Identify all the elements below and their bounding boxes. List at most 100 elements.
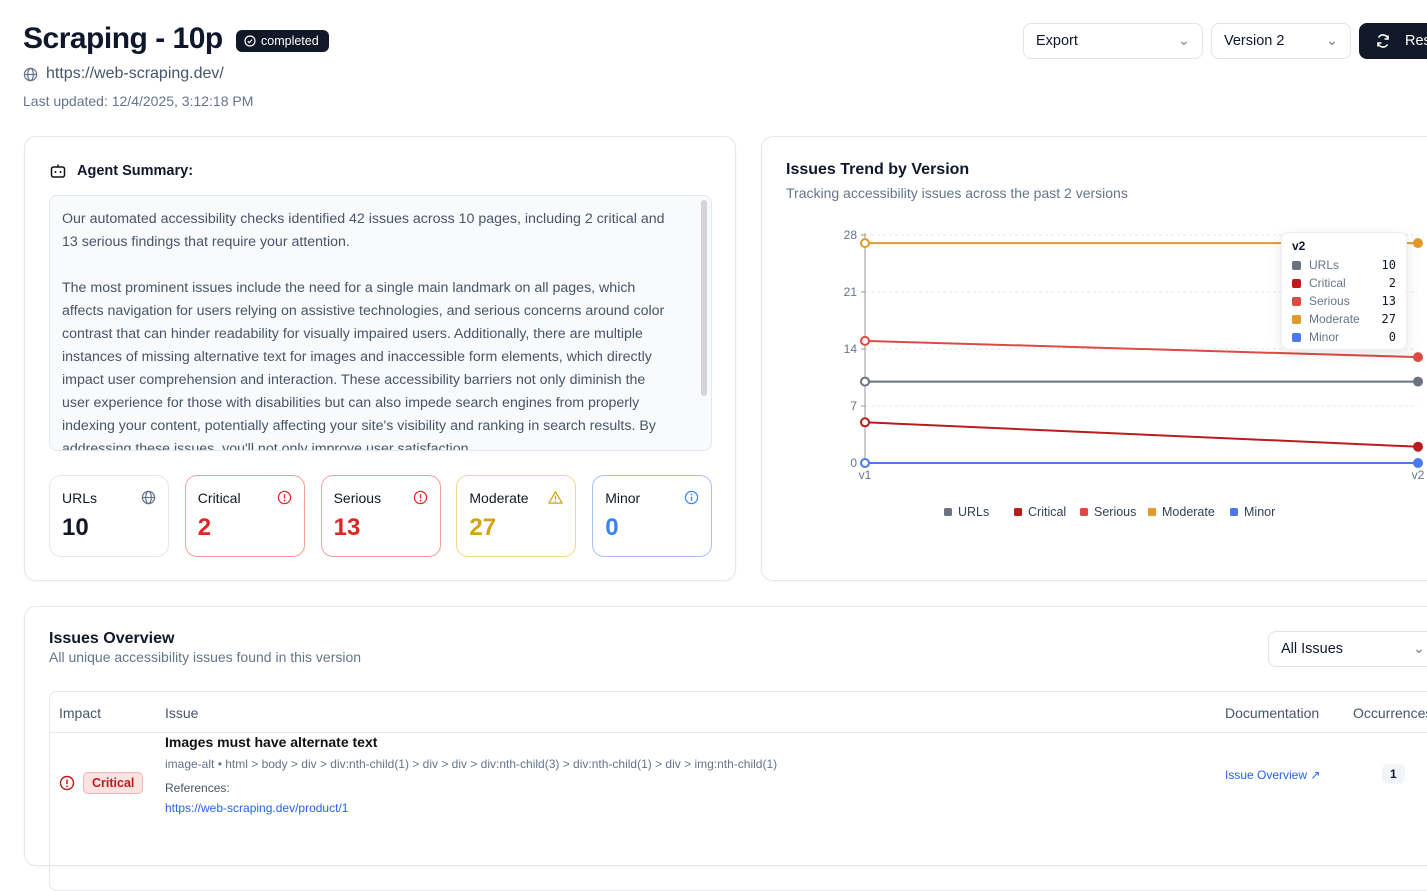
- tooltip-value: 10: [1381, 258, 1396, 272]
- external-link-icon: ↗: [1310, 768, 1321, 782]
- stat-label: Critical: [197, 490, 241, 506]
- data-point-moderate: [1413, 238, 1423, 249]
- x-tick-label: v2: [1412, 468, 1425, 482]
- bot-icon: [50, 164, 66, 178]
- tooltip-row: Minor 0: [1292, 328, 1396, 346]
- stat-card-critical: Critical 2: [184, 475, 305, 557]
- legend-swatch: [944, 508, 952, 516]
- issue-filter-select[interactable]: All Issues ⌄: [1268, 631, 1427, 667]
- chevron-down-icon: ⌄: [1177, 33, 1190, 49]
- column-issue: Issue: [165, 705, 199, 721]
- chevron-down-icon: ⌄: [1412, 641, 1425, 657]
- rescan-label: Rescan: [1405, 33, 1427, 49]
- legend-label: URLs: [958, 505, 989, 519]
- chevron-down-icon: ⌄: [1325, 33, 1338, 49]
- issues-table: Impact Issue Documentation Occurrences C…: [49, 691, 1427, 891]
- export-label: Export: [1036, 33, 1078, 49]
- table-row[interactable]: Critical Images must have alternate text…: [50, 734, 1427, 834]
- tooltip-title: v2: [1292, 239, 1306, 253]
- summary-text[interactable]: Our automated accessibility checks ident…: [49, 195, 712, 451]
- alert-circle-icon: [59, 775, 75, 791]
- reference-link[interactable]: https://web-scraping.dev/product/1: [165, 801, 349, 815]
- issues-subtitle: All unique accessibility issues found in…: [49, 649, 362, 665]
- issue-overview-link[interactable]: Issue Overview ↗: [1225, 768, 1320, 782]
- tooltip-label: Critical: [1309, 276, 1346, 290]
- export-select[interactable]: Export ⌄: [1023, 23, 1203, 59]
- alert-circle-icon: [277, 490, 292, 510]
- tooltip-value: 13: [1381, 294, 1396, 308]
- tooltip-swatch: [1292, 278, 1301, 288]
- x-tick-label: v1: [859, 468, 872, 482]
- series-line-serious: [864, 339, 1419, 359]
- y-tick-label: 21: [844, 285, 858, 299]
- occurrence-count: 1: [1382, 764, 1405, 784]
- data-point-moderate: [860, 238, 870, 249]
- scrollbar[interactable]: [701, 200, 707, 396]
- doc-link-label: Issue Overview: [1225, 768, 1308, 782]
- data-point-urls: [860, 376, 870, 387]
- issues-card: Issues Overview All unique accessibility…: [24, 606, 1427, 891]
- tooltip-value: 0: [1388, 330, 1396, 344]
- table-header: Impact Issue Documentation Occurrences: [50, 692, 1427, 733]
- issues-title: Issues Overview: [49, 630, 175, 647]
- trend-subtitle: Tracking accessibility issues across the…: [786, 185, 1128, 201]
- y-tick-label: 14: [844, 342, 858, 356]
- issue-title: Images must have alternate text: [165, 734, 378, 750]
- stat-card-serious: Serious 13: [320, 475, 441, 557]
- legend-label: Minor: [1244, 505, 1275, 519]
- tooltip-label: URLs: [1309, 258, 1340, 272]
- stat-value: 2: [197, 514, 212, 541]
- tooltip-label: Moderate: [1309, 312, 1360, 326]
- tooltip-row: Moderate 27: [1292, 310, 1396, 328]
- series-line-critical: [864, 421, 1419, 448]
- trend-card: Issues Trend by Version Tracking accessi…: [761, 136, 1427, 581]
- stat-label: Moderate: [469, 490, 529, 506]
- tooltip-swatch: [1292, 332, 1301, 342]
- check-circle-icon: [244, 35, 256, 47]
- globe-icon: [141, 490, 156, 510]
- summary-paragraph: Our automated accessibility checks ident…: [62, 211, 665, 250]
- data-point-serious: [860, 335, 870, 346]
- warning-triangle-icon: [548, 490, 564, 510]
- refresh-icon: [1377, 34, 1389, 48]
- version-label: Version 2: [1224, 33, 1285, 49]
- status-badge: completed: [236, 30, 329, 52]
- column-documentation: Documentation: [1225, 705, 1320, 721]
- issue-selector: image-alt • html > body > div > div:nth-…: [165, 757, 778, 771]
- summary-heading: Agent Summary:: [49, 162, 193, 180]
- stat-card-urls: URLs 10: [49, 475, 169, 557]
- stat-label: Serious: [333, 490, 382, 506]
- info-icon: [684, 490, 699, 510]
- tooltip-value: 2: [1388, 276, 1396, 290]
- page-title: Scraping - 10p: [23, 22, 223, 55]
- url-text: https://web-scraping.dev/: [46, 65, 224, 82]
- summary-paragraph: The most prominent issues include the ne…: [62, 280, 665, 451]
- summary-title: Agent Summary:: [77, 163, 194, 179]
- tooltip-label: Minor: [1309, 330, 1340, 344]
- legend-swatch: [1014, 508, 1022, 516]
- legend-label: Serious: [1094, 505, 1136, 519]
- tooltip-row: Serious 13: [1292, 292, 1396, 310]
- column-impact: Impact: [59, 705, 102, 721]
- stat-card-minor: Minor 0: [592, 475, 713, 557]
- tooltip-swatch: [1292, 260, 1301, 270]
- column-occurrences: Occurrences: [1353, 705, 1427, 721]
- tooltip-row: Critical 2: [1292, 274, 1396, 292]
- legend-swatch: [1148, 508, 1156, 516]
- legend-swatch: [1080, 508, 1088, 516]
- alert-circle-icon: [413, 490, 428, 510]
- version-select[interactable]: Version 2 ⌄: [1211, 23, 1351, 59]
- globe-icon: [23, 67, 38, 81]
- legend-label: Critical: [1028, 505, 1066, 519]
- site-url: https://web-scraping.dev/: [23, 65, 224, 83]
- y-tick-label: 7: [850, 399, 857, 413]
- data-point-minor: [860, 458, 870, 468]
- tooltip-value: 27: [1381, 312, 1396, 326]
- stat-card-moderate: Moderate 27: [456, 475, 577, 557]
- stat-value: 10: [62, 514, 89, 541]
- data-point-critical: [1413, 441, 1423, 452]
- last-updated: Last updated: 12/4/2025, 3:12:18 PM: [23, 93, 254, 109]
- references-label: References:: [165, 781, 230, 795]
- rescan-button[interactable]: Rescan: [1359, 23, 1427, 59]
